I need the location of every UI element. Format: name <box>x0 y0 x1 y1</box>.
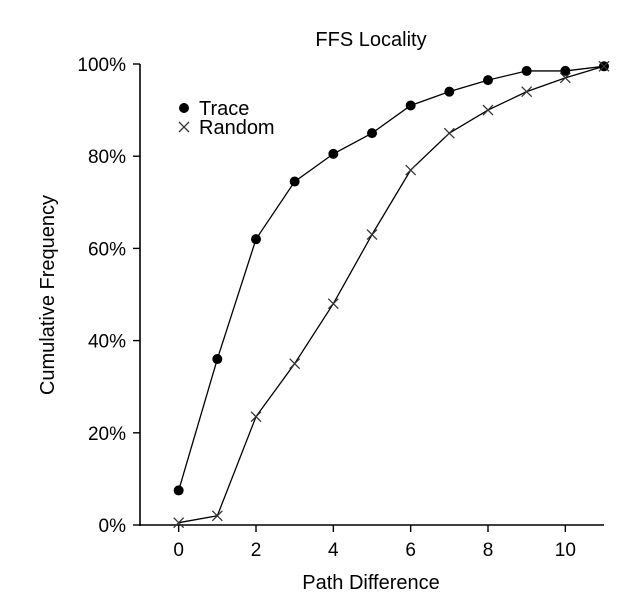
y-tick-label: 0% <box>99 516 127 537</box>
data-point-random <box>521 86 533 98</box>
data-point-trace <box>560 65 571 76</box>
data-point-random <box>405 164 417 176</box>
data-point-random <box>289 358 301 370</box>
series-line-random <box>178 65 605 524</box>
data-point-random <box>598 60 610 72</box>
legend-item-random: Random <box>178 117 275 139</box>
chart-title: FFS Locality <box>315 29 426 51</box>
y-axis-ticks: 0% 20% 40% 60% 80% 100% <box>77 55 140 537</box>
x-tick-label: 6 <box>405 540 416 561</box>
legend-marker-trace <box>179 103 189 113</box>
series-trace <box>173 61 609 496</box>
data-point-random <box>327 298 339 310</box>
data-point-trace <box>521 65 532 76</box>
data-point-random <box>366 229 378 241</box>
x-tick-label: 8 <box>483 540 494 561</box>
x-tick-label: 4 <box>328 540 339 561</box>
x-tick-label: 2 <box>251 540 262 561</box>
data-point-random <box>173 517 185 529</box>
data-point-random <box>250 411 262 423</box>
series-layer <box>173 60 610 529</box>
legend-item-trace: Trace <box>179 98 249 120</box>
data-point-trace <box>328 148 339 159</box>
y-tick-label: 20% <box>88 424 126 445</box>
data-point-random <box>482 104 494 116</box>
legend-label-trace: Trace <box>199 98 249 120</box>
y-tick-label: 60% <box>88 239 126 260</box>
axes <box>139 64 604 526</box>
y-axis-label: Cumulative Frequency <box>37 195 59 395</box>
legend-label-random: Random <box>199 117 275 139</box>
x-axis-ticks: 0 2 4 6 8 10 <box>173 525 576 561</box>
data-point-trace <box>483 75 493 86</box>
x-tick-label: 0 <box>173 540 184 561</box>
data-point-random <box>559 72 571 84</box>
y-tick-label: 100% <box>77 55 126 76</box>
y-tick-label: 40% <box>88 332 126 353</box>
series-line-trace <box>178 65 605 491</box>
data-point-trace <box>251 234 261 245</box>
data-point-trace <box>367 128 377 139</box>
legend-marker-random <box>178 121 190 133</box>
data-point-trace <box>173 485 184 496</box>
x-axis-label: Path Difference <box>302 572 440 594</box>
data-point-random <box>211 510 223 522</box>
data-point-trace <box>444 86 455 97</box>
data-point-trace <box>289 176 300 187</box>
series-random <box>173 60 610 529</box>
y-tick-label: 80% <box>88 147 126 168</box>
x-tick-label: 10 <box>555 540 576 561</box>
data-point-trace <box>405 100 416 111</box>
data-point-random <box>443 127 455 139</box>
data-point-trace <box>212 354 223 365</box>
